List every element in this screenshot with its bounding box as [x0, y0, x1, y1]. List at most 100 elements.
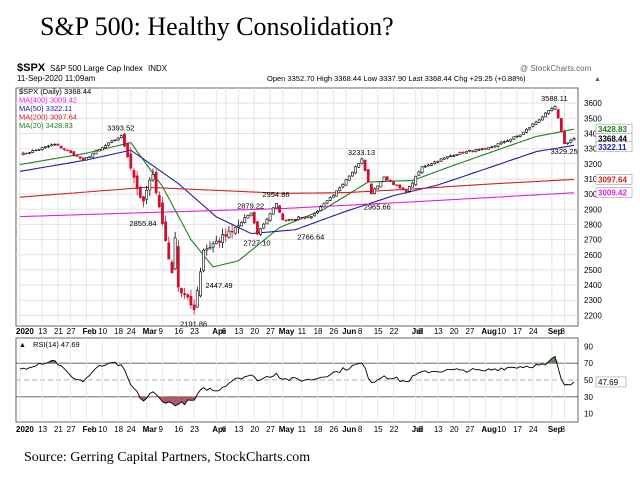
x-tick-label: 18	[314, 425, 323, 434]
candle-body	[496, 143, 500, 147]
y-tick-label: 2600	[584, 251, 602, 260]
candle-body	[34, 149, 38, 152]
candle-body	[56, 143, 60, 146]
candle-body	[566, 142, 570, 144]
candle-body	[487, 147, 490, 150]
candle-body	[449, 155, 452, 158]
x-tick-label: 22	[390, 425, 399, 434]
candle-body	[113, 139, 117, 142]
y-tick-label: 2500	[584, 266, 602, 275]
candle-body	[350, 171, 354, 177]
x-tick-label: 9	[158, 425, 163, 434]
candle-body	[426, 164, 430, 167]
rsi-y-axis: 90 70 50 30 10 47.69	[584, 342, 627, 419]
quote-line: Open 3352.70 High 3368.44 Low 3337.90 La…	[267, 74, 526, 83]
x-tick-label: 9	[158, 327, 163, 336]
candle-body	[202, 249, 206, 272]
x-tick-label: 6	[222, 327, 227, 336]
candle-body	[164, 221, 168, 242]
candle-body	[534, 121, 538, 125]
candle-body	[309, 216, 313, 219]
x-tick-label: 21	[54, 425, 63, 434]
price-annotation: 2855.84	[129, 219, 156, 228]
x-tick-label: 10	[497, 425, 506, 434]
candle-body	[97, 149, 101, 152]
rsi-line-path	[19, 355, 575, 407]
candle-body	[325, 200, 329, 204]
x-tick-label: 6	[418, 327, 423, 336]
candle-body	[275, 203, 278, 209]
candle-body	[256, 221, 259, 235]
candle-body	[119, 135, 123, 138]
candle-body	[205, 248, 209, 251]
candle-body	[28, 152, 31, 154]
candle-body	[477, 149, 481, 151]
candle-body	[161, 202, 164, 224]
up-arrow-icon: ▲	[594, 76, 601, 83]
candle-body	[21, 152, 25, 155]
candle-body	[531, 123, 535, 127]
x-tick-label: 16	[174, 425, 183, 434]
candle-body	[157, 195, 161, 208]
x-tick-label: 24	[127, 327, 136, 336]
candle-body	[338, 187, 342, 192]
candle-body	[341, 184, 345, 188]
x-tick-label: May	[279, 425, 295, 434]
candle-body	[227, 230, 231, 238]
y-tick-label: 2400	[584, 281, 602, 290]
candle-body	[490, 146, 494, 149]
candle-body	[502, 141, 506, 143]
candle-body	[445, 156, 449, 159]
candle-body	[455, 154, 459, 156]
x-tick-label: 20	[450, 327, 459, 336]
candle-body	[167, 242, 171, 260]
candle-body	[142, 196, 145, 202]
candle-body	[556, 109, 560, 119]
y-tick-label: 3600	[584, 99, 602, 108]
x-tick-label: 17	[513, 425, 522, 434]
x-tick-label: 24	[529, 425, 538, 434]
x-tick-label: Jul	[412, 425, 424, 434]
rsi-y-tick-label: 30	[584, 393, 593, 402]
legend-item: $SPX (Daily) 3368.44	[19, 87, 91, 96]
rsi-line	[19, 355, 575, 407]
candle-body	[376, 185, 380, 190]
x-tick-label: 27	[67, 327, 76, 336]
candle-body	[433, 161, 437, 164]
candle-body	[452, 155, 456, 157]
candle-body	[436, 161, 440, 163]
x-tick-label: 13	[434, 327, 443, 336]
candle-body	[306, 216, 310, 218]
x-tick-label: 13	[434, 425, 443, 434]
candle-body	[72, 151, 76, 156]
candle-body	[173, 237, 177, 270]
x-tick-label: 27	[466, 327, 475, 336]
candle-body	[398, 184, 402, 189]
x-tick-label: Feb	[82, 327, 96, 336]
candle-body	[268, 213, 272, 221]
value-tag-text: 3097.64	[598, 175, 627, 184]
y-tick-label: 2200	[584, 311, 602, 320]
x-tick-label: 8	[358, 327, 363, 336]
candle-body	[332, 195, 335, 198]
candle-body	[439, 158, 443, 162]
candle-body	[347, 175, 351, 181]
rsi-legend: RSI(14) 47.69	[33, 340, 80, 349]
price-annotation: 2954.86	[262, 190, 289, 199]
candle-body	[569, 139, 573, 143]
candle-body	[521, 131, 525, 135]
candle-body	[360, 158, 364, 164]
candle-body	[278, 205, 281, 213]
candle-body	[237, 225, 240, 228]
candle-body	[468, 150, 471, 152]
y-tick-label: 3200	[584, 160, 602, 169]
candle-body	[262, 223, 266, 229]
price-annotation: 3329.25	[551, 147, 578, 156]
candle-body	[271, 207, 275, 215]
candle-body	[294, 218, 297, 221]
price-annotation: 2879.22	[237, 201, 264, 210]
candle-body	[100, 147, 104, 151]
candle-body	[328, 197, 332, 201]
